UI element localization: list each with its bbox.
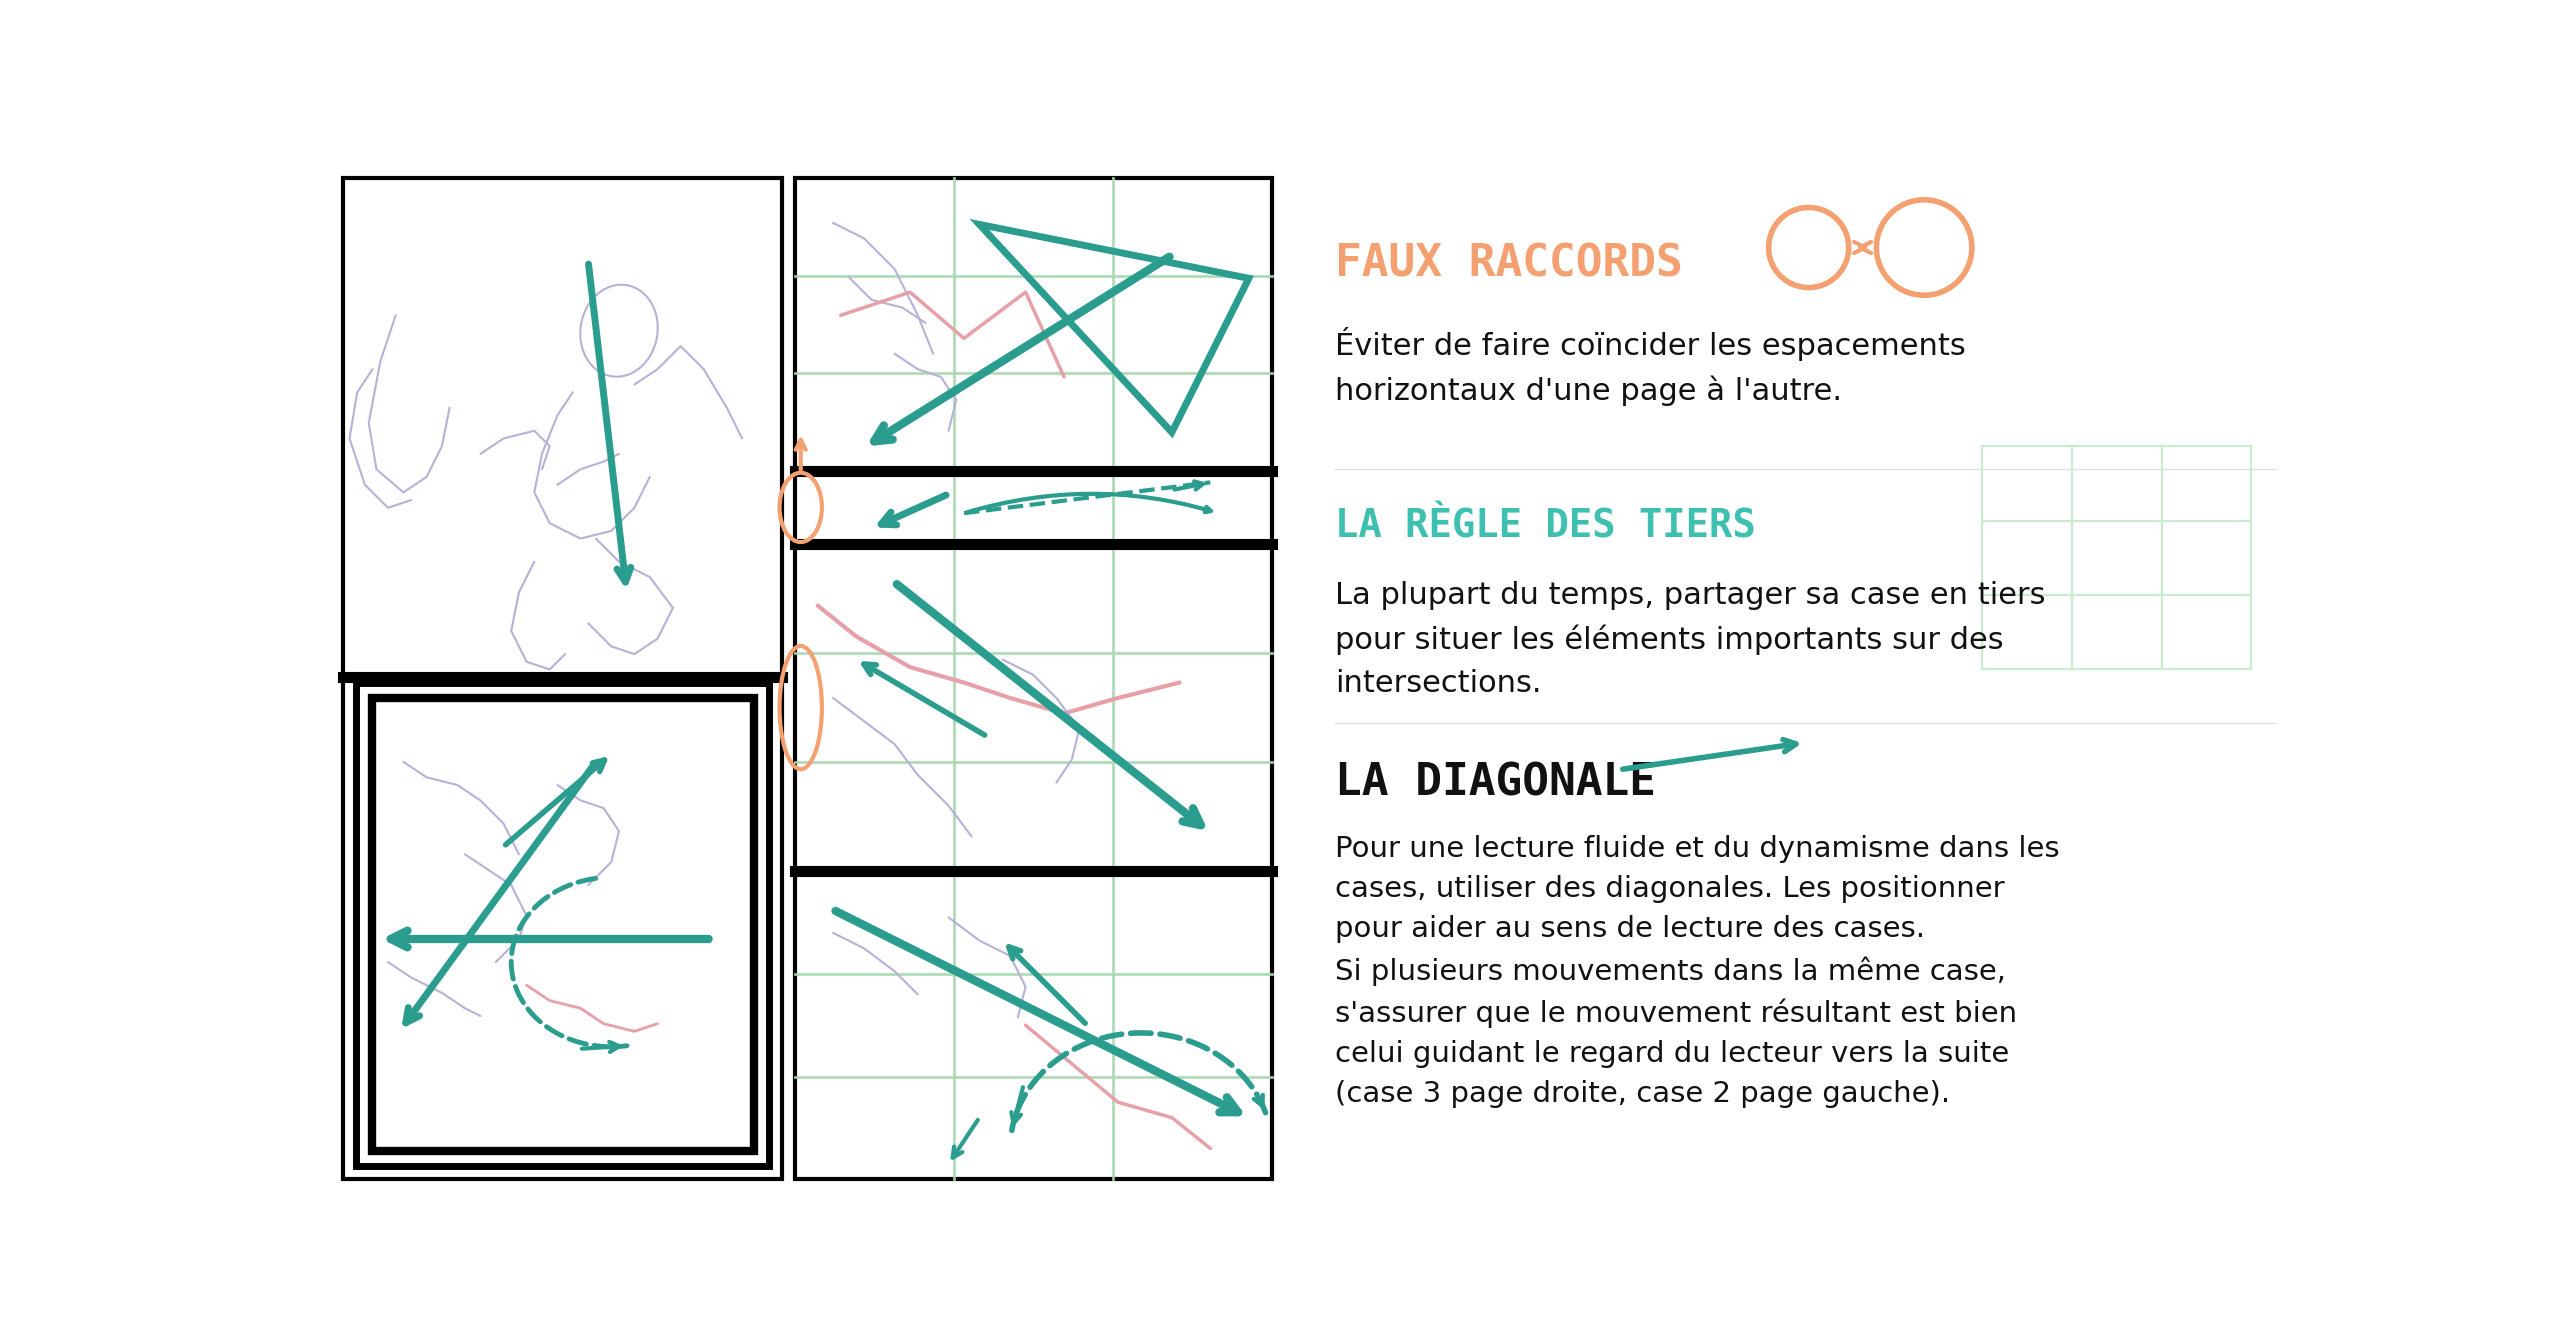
Bar: [794, 179, 1272, 1179]
Bar: [371, 698, 753, 1150]
Bar: [356, 683, 768, 1167]
Text: Éviter de faire coïncider les espacements
horizontaux d'une page à l'autre.: Éviter de faire coïncider les espacement…: [1336, 327, 1966, 406]
Text: La plupart du temps, partager sa case en tiers
pour situer les éléments importan: La plupart du temps, partager sa case en…: [1336, 581, 2045, 698]
Text: FAUX RACCORDS: FAUX RACCORDS: [1336, 242, 1682, 285]
Text: Pour une lecture fluide et du dynamisme dans les
cases, utiliser des diagonales.: Pour une lecture fluide et du dynamisme …: [1336, 835, 2061, 1109]
Text: LA RÈGLE DES TIERS: LA RÈGLE DES TIERS: [1336, 508, 1756, 546]
Bar: [343, 179, 783, 1179]
Text: LA DIAGONALE: LA DIAGONALE: [1336, 762, 1656, 805]
